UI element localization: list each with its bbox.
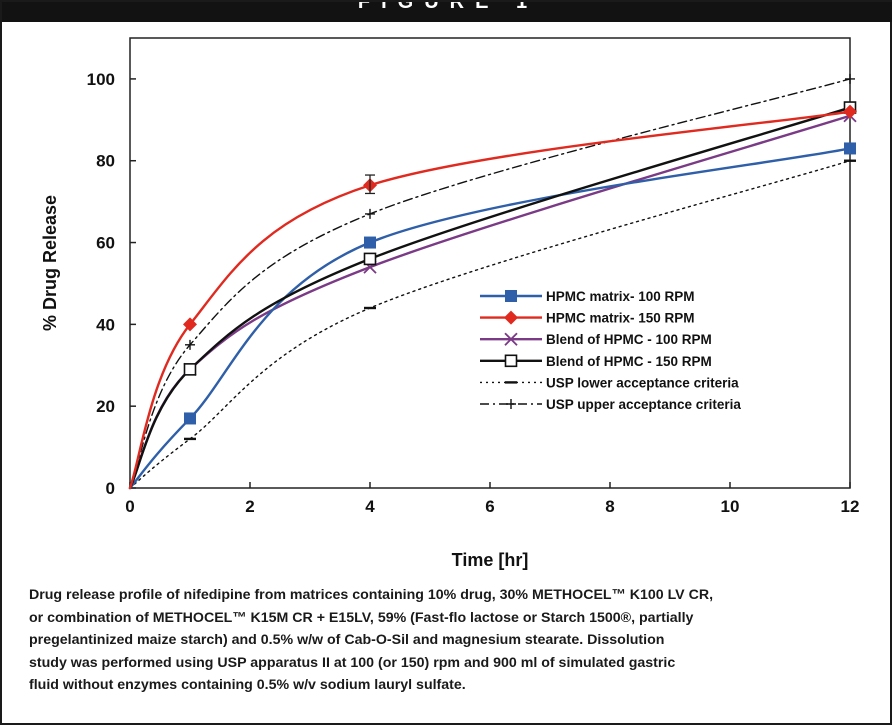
data-point xyxy=(183,363,197,376)
series-line xyxy=(128,147,852,490)
data-point xyxy=(365,208,375,219)
y-tick-label: 20 xyxy=(96,397,115,416)
data-point xyxy=(184,412,196,425)
legend-marker xyxy=(506,399,516,409)
legend: HPMC matrix- 100 RPM HPMC matrix- 150 RPM… xyxy=(480,289,741,412)
plot-area-frame xyxy=(129,37,851,489)
caption-line: study was performed using USP apparatus … xyxy=(29,654,676,671)
legend-marker xyxy=(505,290,517,302)
x-tick-label: 10 xyxy=(721,497,740,516)
data-point xyxy=(843,104,857,119)
caption-line: or combination of METHOCEL™ K15M CR + E1… xyxy=(29,609,694,626)
y-tick-label: 60 xyxy=(96,234,115,253)
series-line xyxy=(129,160,851,489)
x-tick-label: 0 xyxy=(125,497,134,516)
series-line xyxy=(128,114,852,490)
series-lines xyxy=(128,73,857,490)
data-point xyxy=(183,317,197,332)
y-tick-label: 100 xyxy=(87,70,115,89)
legend-marker xyxy=(504,354,518,368)
y-tick-label: 80 xyxy=(96,152,115,171)
x-tick-label: 8 xyxy=(605,497,614,516)
legend-label: Blend of HPMC - 150 RPM xyxy=(546,354,712,369)
figure-caption: Drug release profile of nifedipine from … xyxy=(29,584,879,697)
x-tick-label: 4 xyxy=(365,497,375,516)
x-tick-label: 6 xyxy=(485,497,494,516)
caption-line: Drug release profile of nifedipine from … xyxy=(29,587,714,603)
data-point xyxy=(185,339,195,350)
axes: 0 2 4 6 8 10 12 0 20 40 60 80 100 xyxy=(87,70,860,516)
drug-release-chart: 0 2 4 6 8 10 12 0 20 40 60 80 100 HPMC matrix- 100 R… xyxy=(40,37,860,570)
data-point xyxy=(844,142,856,155)
y-tick-label: 40 xyxy=(96,315,115,334)
data-point xyxy=(363,252,377,266)
series-line xyxy=(128,110,852,490)
y-tick-label: 0 xyxy=(106,479,115,498)
series-line xyxy=(128,106,852,490)
caption-line: fluid without enzymes containing 0.5% w/… xyxy=(29,677,466,694)
x-axis-title: Time [hr] xyxy=(452,550,529,570)
data-point xyxy=(845,73,855,84)
legend-label: HPMC matrix- 100 RPM xyxy=(546,289,695,304)
legend-marker xyxy=(504,332,518,346)
legend-marker xyxy=(504,310,518,325)
legend-label: HPMC matrix- 150 RPM xyxy=(546,311,695,326)
data-point xyxy=(364,236,376,249)
caption-line: pregelantinized maize starch) and 0.5% w… xyxy=(29,632,665,649)
y-axis-title: % Drug Release xyxy=(40,195,60,331)
legend-label: USP upper acceptance criteria xyxy=(546,397,741,412)
x-tick-label: 2 xyxy=(245,497,254,516)
x-tick-label: 12 xyxy=(841,497,860,516)
series-line xyxy=(129,78,851,489)
legend-label: Blend of HPMC - 100 RPM xyxy=(546,332,712,347)
figure-title: FIGURE 1 xyxy=(357,2,539,13)
legend-label: USP lower acceptance criteria xyxy=(546,375,739,390)
figure-header-band: FIGURE 1 xyxy=(2,2,892,22)
